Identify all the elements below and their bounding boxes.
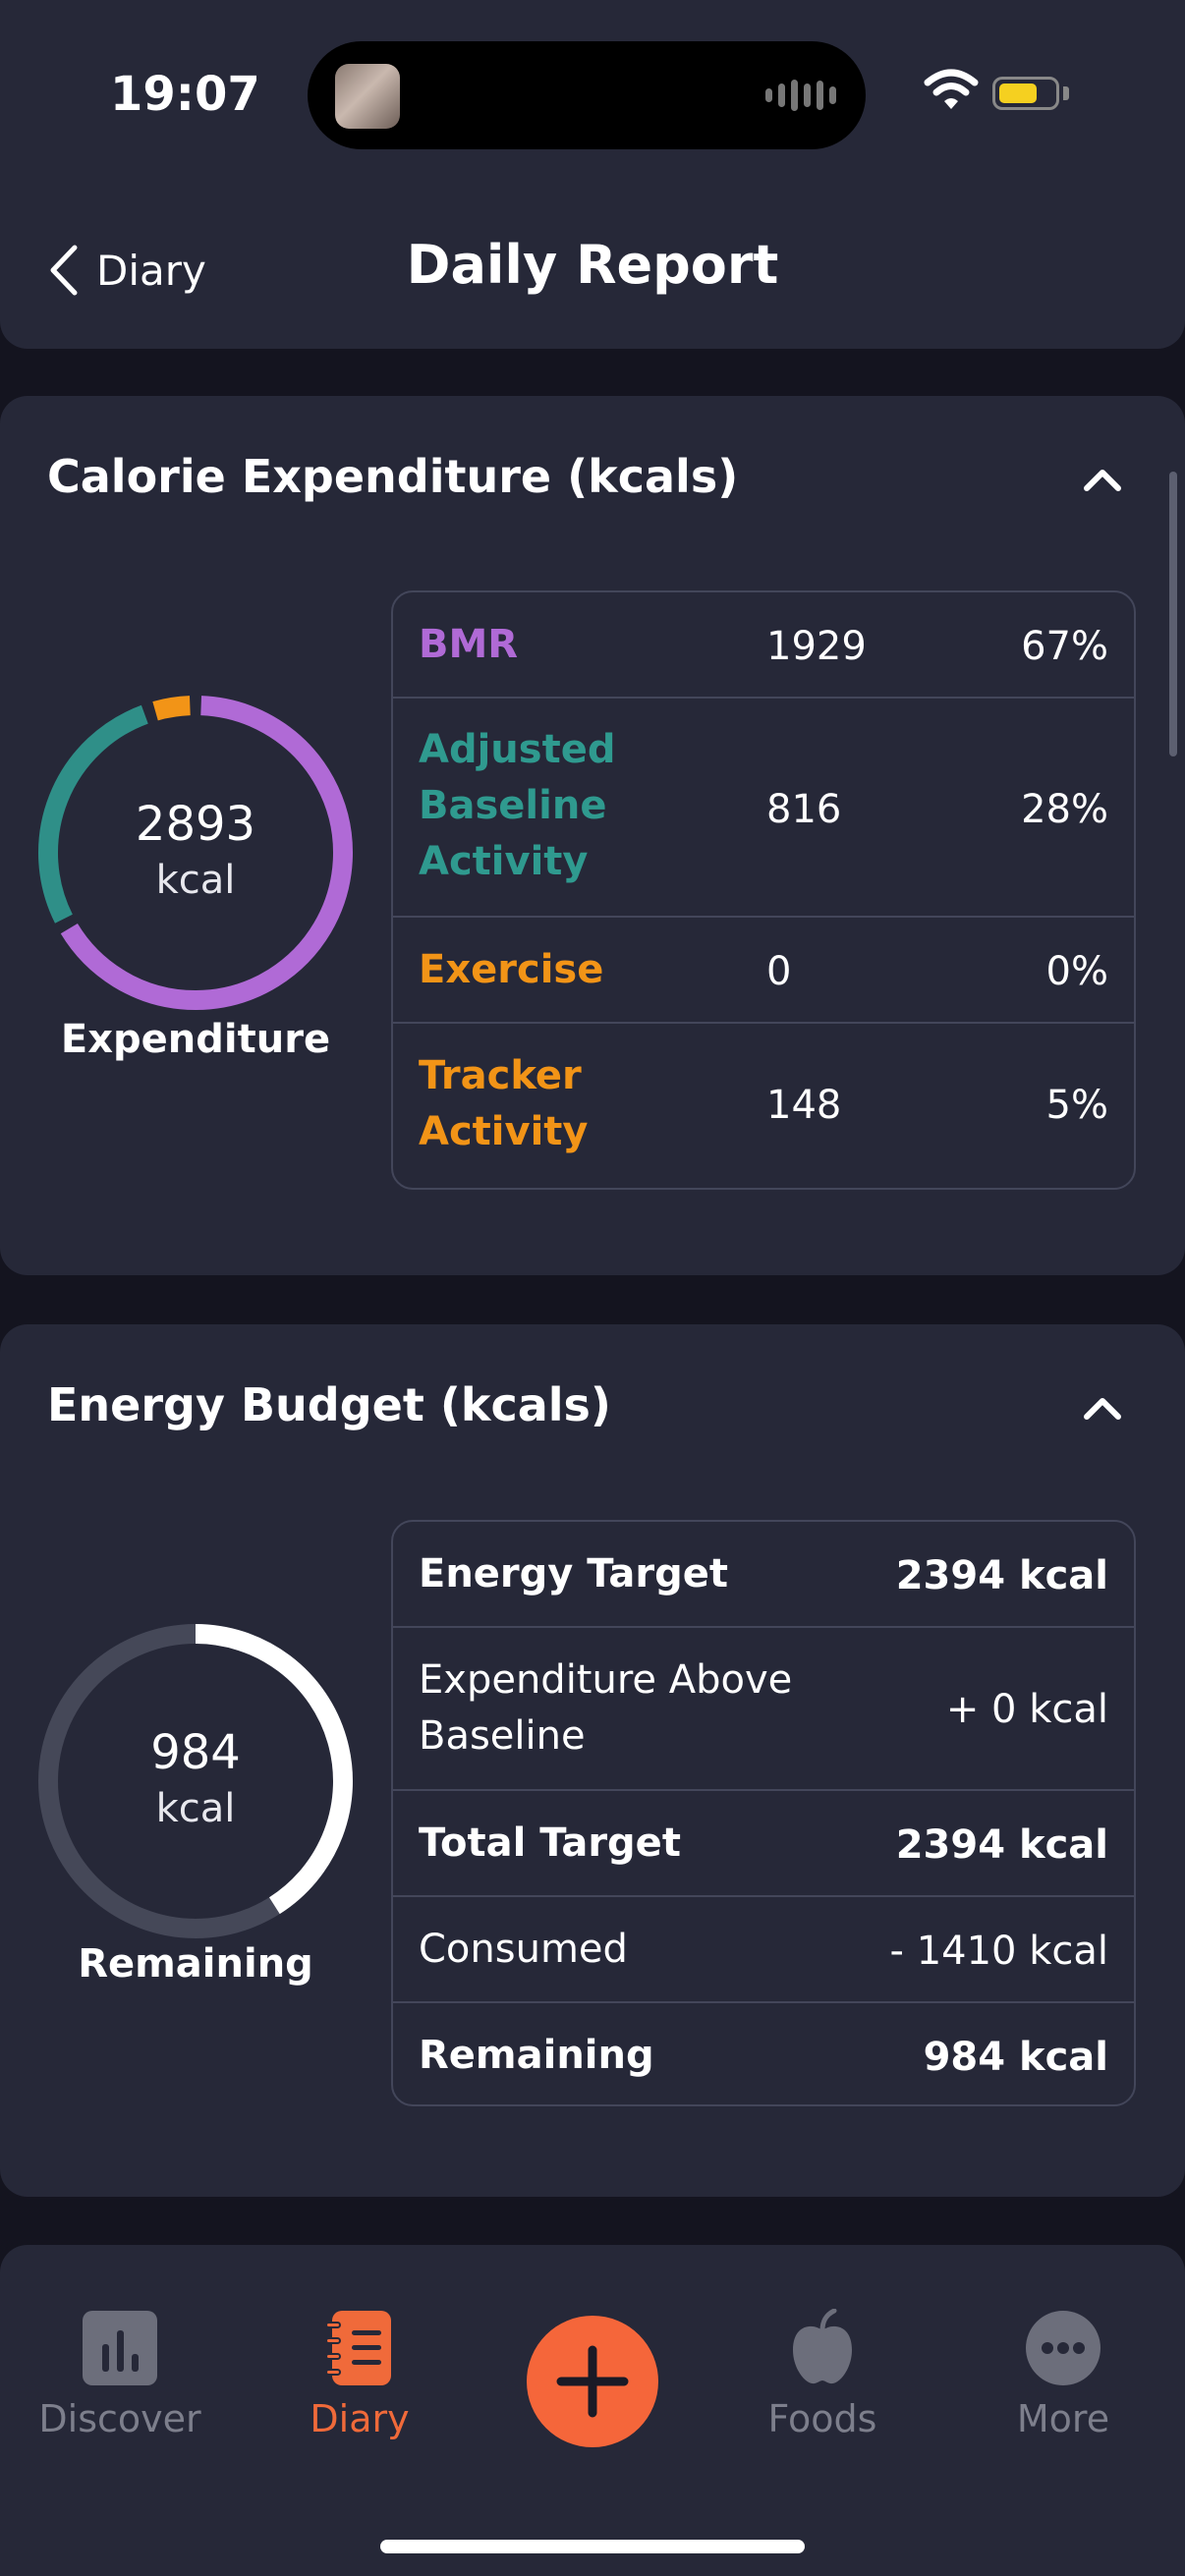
exercise-percent: 0% [1045,949,1108,994]
expenditure-unit: kcal [155,858,236,903]
chevron-left-icon [50,245,78,296]
table-row-total-target: Total Target 2394 kcal [393,1791,1134,1897]
remaining-caption: Remaining [78,1941,313,1987]
navigation-header: Diary Daily Report [0,187,1185,349]
scrollbar[interactable] [1169,472,1177,756]
ring-segment-remaining [195,1624,353,1915]
tracker-activity-percent: 5% [1045,1083,1108,1128]
exercise-label: Exercise [419,947,604,992]
status-time: 19:07 [110,67,260,122]
table-row-exercise: Exercise 0 0% [393,918,1134,1024]
remaining-label: Remaining [419,2033,654,2078]
bar-chart-icon [83,2311,157,2385]
tab-discover-label: Discover [38,2397,201,2440]
exercise-value: 0 [766,949,792,994]
table-row-expenditure-above-baseline: Expenditure Above Baseline + 0 kcal [393,1628,1134,1791]
remaining-value: 984 [150,1725,241,1780]
energy-target-label: Energy Target [419,1551,729,1596]
tracker-activity-label: Tracker Activity [419,1048,588,1160]
expenditure-table: BMR 1929 67% Adjusted Baseline Activity … [391,590,1136,1190]
ring-segment-tracker-activity [152,696,191,721]
tab-foods-label: Foods [767,2397,877,2440]
more-dots-icon [1026,2311,1100,2385]
bmr-value: 1929 [766,624,867,669]
expenditure-ring-chart [38,696,353,1010]
adjusted-baseline-label: Adjusted Baseline Activity [419,722,615,890]
collapse-calorie-card-button[interactable] [1077,455,1128,506]
total-target-value: 2394 kcal [895,1822,1108,1868]
adjusted-baseline-label-line1: Adjusted [419,727,616,772]
ring-segment-bmr [60,696,353,1010]
energy-budget-card: Energy Budget (kcals) 984 kcal Remaining… [0,1324,1185,2197]
battery-tip [1063,86,1069,100]
tab-more[interactable]: More [965,2309,1161,2440]
back-button[interactable]: Diary [47,236,206,305]
remaining-ring-chart [38,1624,353,1938]
tab-foods[interactable]: Foods [724,2308,921,2440]
expenditure-above-baseline-label: Expenditure Above Baseline [419,1652,792,1764]
remaining-row-value: 984 kcal [923,2035,1108,2080]
calorie-card-title: Calorie Expenditure (kcals) [47,450,739,503]
apple-icon [793,2308,852,2384]
table-row-adjusted-baseline: Adjusted Baseline Activity 816 28% [393,699,1134,918]
expenditure-above-baseline-label-line1: Expenditure Above [419,1657,793,1703]
dynamic-island [308,41,866,149]
bmr-label: BMR [419,622,519,667]
chevron-up-icon [1084,1398,1121,1420]
tracker-activity-value: 148 [766,1083,842,1128]
total-target-label: Total Target [419,1820,681,1866]
expenditure-above-baseline-value: + 0 kcal [945,1687,1108,1732]
add-button[interactable] [527,2316,658,2447]
bmr-percent: 67% [1021,624,1108,669]
table-row-consumed: Consumed - 1410 kcal [393,1897,1134,2003]
calorie-expenditure-card: Calorie Expenditure (kcals) 2893 kcal Ex… [0,396,1185,1275]
table-row-tracker-activity: Tracker Activity 148 5% [393,1024,1134,1188]
table-row-remaining: Remaining 984 kcal [393,2003,1134,2104]
remaining-unit: kcal [155,1786,236,1831]
chevron-up-icon [1084,470,1121,491]
tab-diary[interactable]: Diary [261,2309,458,2440]
ring-segment-adjusted-baseline-activity [38,704,148,924]
adjusted-baseline-label-line3: Activity [419,839,589,884]
consumed-label: Consumed [419,1927,628,1972]
expenditure-value: 2893 [135,797,256,852]
table-row-energy-target: Energy Target 2394 kcal [393,1522,1134,1628]
expenditure-above-baseline-label-line2: Baseline [419,1713,586,1759]
adjusted-baseline-percent: 28% [1021,787,1108,832]
status-bar: 19:07 [0,0,1185,187]
tab-diary-label: Diary [310,2397,410,2440]
adjusted-baseline-value: 816 [766,787,842,832]
consumed-value: - 1410 kcal [889,1929,1108,1974]
energy-target-value: 2394 kcal [895,1553,1108,1598]
home-indicator [380,2540,805,2553]
bottom-tab-bar: Discover Diary Foods [0,2284,1185,2576]
table-row-bmr: BMR 1929 67% [393,592,1134,699]
page-title: Daily Report [406,234,779,296]
tab-more-label: More [1016,2397,1110,2440]
now-playing-thumbnail [335,64,400,129]
adjusted-baseline-label-line2: Baseline [419,783,607,828]
tracker-activity-label-line1: Tracker [419,1053,582,1098]
energy-budget-table: Energy Target 2394 kcal Expenditure Abov… [391,1520,1136,2106]
back-label: Diary [96,246,206,295]
wifi-icon [924,69,979,109]
expenditure-caption: Expenditure [60,1017,331,1062]
battery-icon [992,77,1059,110]
audio-waveform-icon [765,79,836,112]
collapse-energy-card-button[interactable] [1077,1383,1128,1434]
tab-discover[interactable]: Discover [22,2309,218,2440]
tracker-activity-label-line2: Activity [419,1109,589,1154]
plus-icon [556,2345,629,2418]
energy-card-title: Energy Budget (kcals) [47,1378,611,1431]
notebook-icon [325,2311,391,2385]
